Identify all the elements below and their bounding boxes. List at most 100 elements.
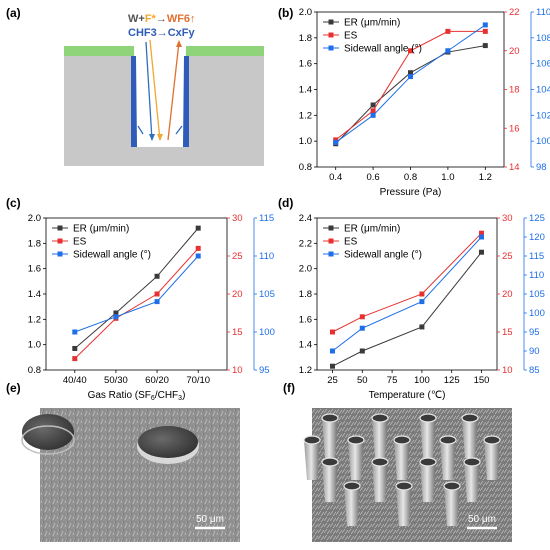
chart-d-yr1-tick-label-4: 30 <box>502 213 513 224</box>
chart-d-legend-marker-1 <box>328 238 334 244</box>
chart-c-series-line-0 <box>74 227 199 349</box>
trench <box>134 46 186 147</box>
pillar-3 <box>462 418 478 458</box>
chart-b-yr2-tick-label-1: 100 <box>536 136 550 147</box>
chart-c-x-tick-label-2: 60/20 <box>145 375 169 386</box>
f-radical-arrow <box>149 39 161 141</box>
chart-b-yl-tick-label-0: 0.8 <box>299 162 312 173</box>
chart-d-panel-label: (d) <box>278 196 293 210</box>
mask-right <box>186 46 264 56</box>
chart-d-x-tick-label-2: 75 <box>387 375 398 386</box>
chart-b-yr2-tick-label-5: 108 <box>536 33 550 44</box>
chart-b-series-1-point-0 <box>333 137 339 143</box>
chart-c-series-2-point-1 <box>113 314 119 320</box>
pillar-10 <box>372 462 388 502</box>
chart-c-yr2-tick-label-3: 110 <box>259 251 274 262</box>
chart-d-series-2-point-3 <box>479 234 485 240</box>
panel-a-label: (a) <box>6 6 21 20</box>
pillar-top-1 <box>371 413 389 423</box>
chart-d-series-0-point-2 <box>419 324 425 330</box>
pillar-top-7 <box>439 435 457 445</box>
chart-b-x-tick-label-1: 0.6 <box>366 172 379 183</box>
chart-c-yl-tick-label-0: 0.8 <box>28 365 41 376</box>
chart-d-yr2-tick-label-0: 85 <box>529 365 540 376</box>
pillar-14 <box>396 486 412 526</box>
chart-d-yr2-tick-label-1: 90 <box>529 346 540 357</box>
pillar-top-11 <box>419 457 437 467</box>
chart-d-legend-label-0: ER (μm/min) <box>344 224 400 235</box>
chart-c-series-1-point-0 <box>72 356 78 362</box>
chart-c-yr1-tick-label-1: 15 <box>232 327 243 338</box>
chart-d-series-line-0 <box>332 251 482 367</box>
chart-c-x-tick-label-0: 40/40 <box>63 375 87 386</box>
pillar-top-14 <box>395 481 413 491</box>
pillar-top-3 <box>461 413 479 423</box>
mask-left <box>64 46 134 56</box>
chart-d-legend-marker-2 <box>328 251 334 257</box>
chart-b-yr1-tick-label-0: 14 <box>509 162 520 173</box>
chart-c-yl-tick-label-5: 1.8 <box>28 238 41 249</box>
chart-b-yr1-tick-label-1: 16 <box>509 123 520 134</box>
pillar-top-13 <box>343 481 361 491</box>
chart-c-legend-marker-0 <box>57 225 63 231</box>
chart-d-yl-tick-label-0: 1.2 <box>299 365 312 376</box>
pillar-top-0 <box>321 413 339 423</box>
chart-c-yr1-tick-label-0: 10 <box>232 365 243 376</box>
chart-b-legend-marker-2 <box>328 45 334 51</box>
reaction-1: W+F*→WF6↑ <box>128 13 196 25</box>
pillar-top-15 <box>443 481 461 491</box>
chart-b-legend-marker-1 <box>328 32 334 38</box>
chart-d-yr2-tick-label-6: 115 <box>529 251 544 262</box>
pillar-7 <box>440 440 456 480</box>
chf3-arrow <box>145 41 153 141</box>
chart-b-x-tick-label-0: 0.4 <box>329 172 342 183</box>
chart-d-series-0-point-1 <box>359 348 365 354</box>
chart-d-series-2-point-2 <box>419 299 425 305</box>
chart-d-yr2-tick-label-4: 105 <box>529 289 545 300</box>
chart-c-legend-label-1: ES <box>73 237 87 248</box>
pillar-12 <box>464 462 480 502</box>
chart-c-series-0-point-2 <box>154 273 160 279</box>
chart-b-x-tick-label-3: 1.0 <box>441 172 454 183</box>
chart-c-legend-marker-2 <box>57 251 63 257</box>
chart-d-x-tick-label-3: 100 <box>414 375 430 386</box>
chart-b-series-1-point-3 <box>445 28 451 34</box>
chart-c-x-axis-label: Gas Ratio (SF6/CHF3) <box>88 390 186 402</box>
chart-c-legend-label-0: ER (μm/min) <box>73 224 129 235</box>
chart-b-x-tick-label-2: 0.8 <box>404 172 417 183</box>
chart-d-yr2-tick-label-3: 100 <box>529 308 545 319</box>
chart-b-series-1-point-2 <box>408 48 413 54</box>
panel-f-label: (f) <box>283 381 295 395</box>
chart-b-yl-tick-label-3: 1.4 <box>299 85 312 96</box>
pillar-top-12 <box>463 457 481 467</box>
chart-b-series-2-point-1 <box>370 112 376 118</box>
chart-b-series-1-point-1 <box>370 108 376 114</box>
chart-d-x-axis-label: Temperature (℃) <box>369 390 446 401</box>
chart-b-yr2-tick-label-0: 98 <box>536 162 547 173</box>
pillar-13 <box>344 486 360 526</box>
panel-e-label: (e) <box>6 381 21 395</box>
chart-d-yl-tick-label-4: 2.0 <box>299 264 312 275</box>
panel-a-schematic: (a) W+F*→WF6↑ CHF3→CxFy <box>6 6 264 166</box>
chart-d-series-0-point-0 <box>329 363 335 369</box>
chart-b-series-line-0 <box>335 45 486 145</box>
pillar-0 <box>322 418 338 458</box>
chart-b-series-2-point-3 <box>445 48 451 54</box>
chart-d-yr1-tick-label-0: 10 <box>502 365 513 376</box>
chart-c-yl-tick-label-2: 1.2 <box>28 314 41 325</box>
chart-b-panel-label: (b) <box>278 6 293 20</box>
sidewall-right <box>183 56 189 147</box>
radical-arrows <box>137 39 183 141</box>
chart-d-legend-marker-0 <box>328 225 334 231</box>
chart-d-x-tick-label-1: 50 <box>357 375 368 386</box>
sidewall-left <box>131 56 137 147</box>
chart-c-x-tick-label-1: 50/30 <box>104 375 128 386</box>
chart-b-yr1-tick-label-2: 18 <box>509 85 520 96</box>
chart-d-series-1-point-0 <box>329 329 335 335</box>
chart-c-series-line-2 <box>74 255 199 333</box>
deposit-arrow-right <box>175 125 183 135</box>
chart-d-yr1-tick-label-1: 15 <box>502 327 513 338</box>
pillar-2 <box>420 418 436 458</box>
chart-c-series-0-point-1 <box>113 310 119 316</box>
